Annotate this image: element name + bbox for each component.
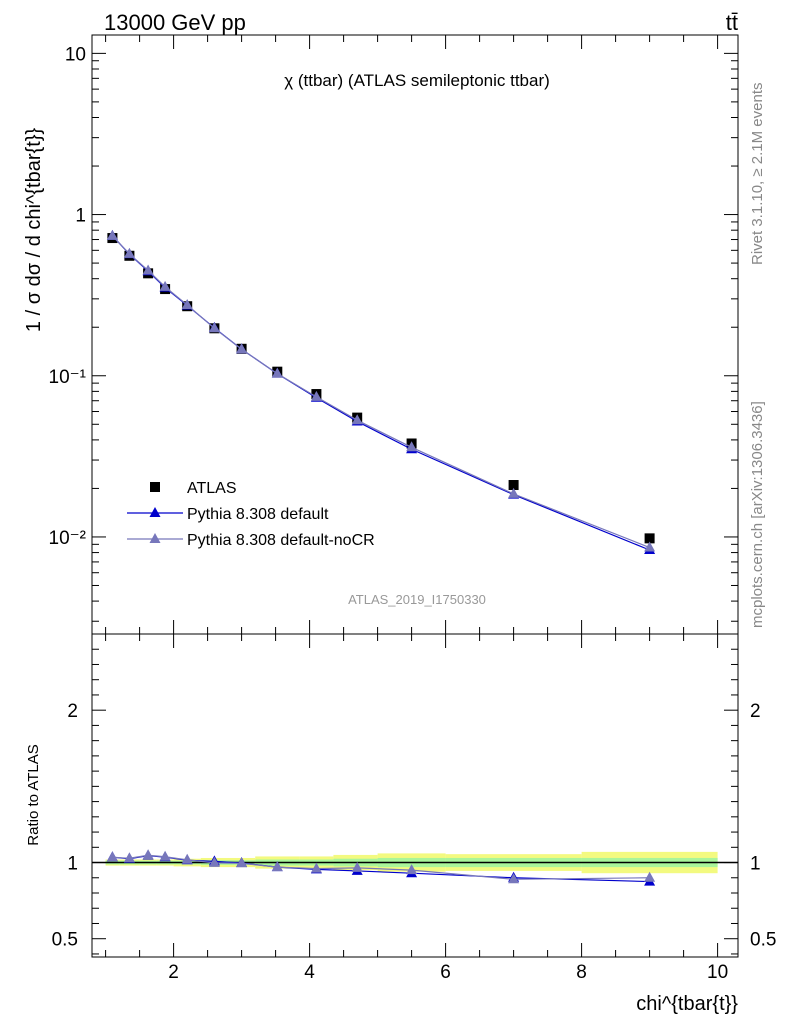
y-tick-label: 1 xyxy=(75,206,86,227)
data-point-atlas xyxy=(508,480,519,491)
data-point-2 xyxy=(271,367,283,378)
series-line-2 xyxy=(111,235,650,549)
ratio-y-tick-label-right: 2 xyxy=(750,701,761,722)
ratio-y-tick-label-left: 2 xyxy=(67,701,78,722)
ratio-point-1 xyxy=(271,861,283,872)
main-title: χ (ttbar) (ATLAS semileptonic ttbar) xyxy=(284,71,550,90)
data-point-2 xyxy=(236,343,248,354)
ratio-y-tick-label-right: 1 xyxy=(750,854,761,875)
legend-marker xyxy=(149,533,161,543)
process-label: tt̄ xyxy=(726,10,738,35)
ratio-point-1 xyxy=(106,851,118,862)
x-tick-label: 4 xyxy=(304,962,315,983)
x-axis-label: chi^{tbar{t}} xyxy=(636,993,738,1015)
data-point-2 xyxy=(106,229,118,240)
data-point-2 xyxy=(181,298,193,309)
data-point-2 xyxy=(644,541,656,552)
ratio-point-1 xyxy=(351,861,363,872)
ratio-point-1 xyxy=(181,853,193,864)
data-point-atlas xyxy=(644,533,655,544)
analysis-watermark: ATLAS_2019_I1750330 xyxy=(348,592,486,607)
main-panel: 10⁻² 10⁻¹ 1 10 χ (ttbar) (ATLAS semileptoni… xyxy=(23,34,739,635)
legend-label: Pythia 8.308 default xyxy=(187,506,329,523)
data-point-2 xyxy=(310,390,322,401)
ratio-point-1 xyxy=(208,856,220,867)
x-tick-label: 10 xyxy=(707,962,728,983)
rivet-version-label: Rivet 3.1.10, ≥ 2.1M events xyxy=(749,83,766,266)
data-point-2 xyxy=(123,247,135,258)
ratio-point-1 xyxy=(159,850,171,861)
y-tick-label: 10 xyxy=(65,44,86,65)
x-tick-label: 2 xyxy=(168,962,179,983)
ratio-point-1 xyxy=(236,857,248,868)
ratio-point-1 xyxy=(123,852,135,863)
legend-marker xyxy=(149,507,161,517)
legend-label: ATLAS xyxy=(187,480,237,497)
main-y-axis-title: 1 / σ dσ / d chi^{tbar{t}} xyxy=(23,128,45,333)
x-tick-label: 6 xyxy=(440,962,451,983)
mcplots-label: mcplots.cern.ch [arXiv:1306.3436] xyxy=(749,401,766,628)
data-point-2 xyxy=(159,280,171,291)
ratio-y-axis-label: Ratio to ATLAS xyxy=(25,744,42,845)
data-point-2 xyxy=(406,441,418,452)
data-point-2 xyxy=(208,322,220,333)
data-point-2 xyxy=(142,264,154,275)
ratio-y-tick-label-right: 0.5 xyxy=(750,930,776,951)
ratio-y-tick-label-left: 0.5 xyxy=(52,930,78,951)
ratio-point-1 xyxy=(310,862,322,873)
main-y-axis-label: 1 / σ dσ / d chi^{tbar{t}} xyxy=(23,128,45,333)
series-line-1 xyxy=(111,235,650,551)
legend-label: Pythia 8.308 default-noCR xyxy=(187,532,375,549)
y-tick-label: 10⁻¹ xyxy=(49,367,87,388)
energy-label: 13000 GeV pp xyxy=(104,10,246,35)
ratio-frame xyxy=(91,633,739,958)
ratio-y-tick-label-left: 1 xyxy=(67,854,78,875)
ratio-point-1 xyxy=(406,864,418,875)
ratio-panel: 0.5 0.5 1 1 2 2 2 4 6 8 10 Ratio to ATLAS chi^{tba… xyxy=(25,633,776,1015)
ratio-point-1 xyxy=(508,873,520,884)
ratio-point-1 xyxy=(644,871,656,882)
ratio-point-1 xyxy=(142,849,154,860)
legend-marker-atlas xyxy=(150,482,160,492)
data-point-2 xyxy=(508,487,520,498)
data-point-2 xyxy=(351,414,363,425)
x-tick-label: 8 xyxy=(576,962,587,983)
y-tick-label: 10⁻² xyxy=(49,528,87,549)
legend: ATLAS Pythia 8.308 default Pythia 8.308 de… xyxy=(127,480,375,549)
